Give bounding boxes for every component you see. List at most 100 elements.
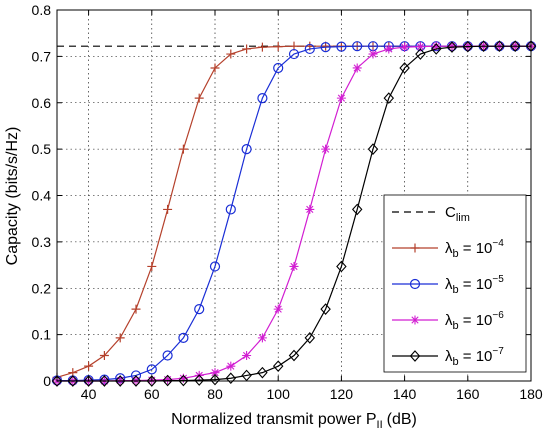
data-point-series-4 bbox=[320, 303, 331, 315]
data-point-series-4 bbox=[304, 332, 316, 344]
data-point-series-4 bbox=[351, 203, 363, 216]
data-point-series-3 bbox=[163, 375, 173, 385]
y-tick-label: 0.6 bbox=[32, 95, 52, 111]
data-point-series-1 bbox=[99, 350, 109, 360]
data-point-series-4 bbox=[178, 374, 189, 387]
legend-label-series-2: λb = 10−5 bbox=[445, 274, 504, 296]
data-point-series-2 bbox=[209, 261, 221, 272]
data-point-series-3 bbox=[305, 204, 315, 214]
legend: Clim λb = 10−4 λb = 10−5 λb = 10−6 λb = … bbox=[383, 194, 527, 373]
y-tick-label: 0.4 bbox=[32, 188, 52, 204]
data-point-series-4 bbox=[446, 41, 458, 53]
x-tick-label: 180 bbox=[519, 386, 543, 402]
data-point-series-4 bbox=[257, 366, 268, 379]
data-point-series-2 bbox=[178, 332, 189, 343]
data-point-series-4 bbox=[99, 375, 110, 387]
data-point-series-1 bbox=[210, 63, 220, 73]
axis-ticks: 40 60 80 100 120 140 160 180 0 0.1 0.2 0.3 0.4 0.5 0.6… bbox=[32, 2, 543, 402]
data-point-series-4 bbox=[288, 349, 300, 362]
y-tick-label: 0.1 bbox=[32, 327, 52, 343]
data-point-series-1 bbox=[84, 361, 94, 371]
data-point-series-4 bbox=[209, 373, 221, 386]
data-point-series-2 bbox=[288, 48, 300, 60]
data-point-series-4 bbox=[146, 375, 158, 387]
data-point-series-4 bbox=[225, 372, 237, 385]
data-point-series-4 bbox=[478, 40, 489, 52]
data-point-series-4 bbox=[430, 43, 442, 55]
x-tick-label: 140 bbox=[393, 386, 417, 402]
data-point-series-2 bbox=[194, 304, 205, 315]
data-point-series-3 bbox=[447, 41, 457, 51]
data-point-series-4 bbox=[241, 369, 252, 382]
data-point-series-3 bbox=[400, 42, 410, 52]
data-point-series-4 bbox=[67, 375, 79, 387]
legend-marker-series-1 bbox=[410, 243, 420, 253]
data-point-series-4 bbox=[114, 375, 126, 387]
data-point-series-3 bbox=[431, 41, 441, 51]
data-point-series-4 bbox=[509, 40, 521, 52]
data-point-series-4 bbox=[193, 374, 205, 386]
data-point-series-1 bbox=[226, 49, 236, 59]
y-tick-label: 0 bbox=[43, 373, 51, 389]
y-tick-label: 0.3 bbox=[32, 234, 52, 250]
data-point-series-4 bbox=[162, 374, 173, 387]
y-tick-label: 0.8 bbox=[32, 2, 52, 18]
data-point-series-4 bbox=[367, 143, 379, 155]
data-point-series-4 bbox=[83, 375, 94, 387]
data-point-series-2 bbox=[273, 62, 284, 74]
data-point-series-2 bbox=[352, 41, 363, 52]
x-tick-label: 160 bbox=[456, 386, 480, 402]
x-tick-label: 40 bbox=[81, 386, 97, 402]
data-point-series-2 bbox=[257, 93, 268, 104]
data-point-series-1 bbox=[194, 93, 204, 103]
y-tick-label: 0.7 bbox=[32, 48, 52, 64]
data-point-series-3 bbox=[257, 333, 267, 343]
data-point-series-4 bbox=[399, 62, 410, 74]
data-point-series-4 bbox=[272, 360, 284, 372]
y-tick-label: 0.5 bbox=[32, 141, 52, 157]
data-point-series-4 bbox=[462, 40, 474, 53]
legend-label-reference: Clim bbox=[445, 204, 470, 224]
data-point-series-3 bbox=[321, 144, 331, 154]
data-point-series-1 bbox=[131, 304, 141, 314]
data-point-series-4 bbox=[336, 260, 347, 273]
data-point-series-1 bbox=[242, 44, 252, 54]
data-point-series-3 bbox=[178, 373, 188, 383]
x-tick-label: 100 bbox=[267, 386, 291, 402]
data-point-series-3 bbox=[415, 42, 425, 52]
data-point-series-4 bbox=[415, 48, 426, 60]
data-point-series-3 bbox=[289, 261, 299, 271]
data-point-series-3 bbox=[226, 361, 236, 371]
data-point-series-4 bbox=[51, 375, 63, 387]
data-point-series-1 bbox=[273, 42, 283, 52]
legend-marker-series-3 bbox=[410, 315, 420, 325]
data-point-series-2 bbox=[320, 41, 331, 53]
data-point-series-3 bbox=[384, 44, 394, 54]
data-point-series-1 bbox=[115, 333, 125, 343]
data-point-series-2 bbox=[241, 144, 252, 155]
data-point-series-4 bbox=[494, 40, 505, 52]
x-tick-label: 60 bbox=[144, 386, 160, 402]
x-tick-label: 120 bbox=[330, 386, 354, 402]
legend-marker-series-4 bbox=[409, 350, 421, 362]
data-point-series-4 bbox=[383, 92, 395, 104]
data-point-series-3 bbox=[352, 63, 362, 73]
data-point-series-3 bbox=[210, 368, 220, 378]
data-point-series-2 bbox=[336, 41, 347, 52]
legend-label-series-4: λb = 10−7 bbox=[445, 346, 504, 368]
legend-label-series-1: λb = 10−4 bbox=[445, 238, 504, 260]
data-point-series-1 bbox=[147, 261, 157, 271]
data-point-series-1 bbox=[178, 144, 188, 154]
data-point-series-1 bbox=[163, 204, 173, 214]
x-tick-label: 80 bbox=[207, 386, 223, 402]
data-point-series-3 bbox=[242, 350, 252, 360]
data-point-series-2 bbox=[304, 43, 315, 55]
legend-label-series-3: λb = 10−6 bbox=[445, 310, 504, 332]
legend-marker-series-2 bbox=[409, 278, 421, 290]
y-tick-label: 0.2 bbox=[32, 280, 52, 296]
x-axis-label: Normalized transmit power PII (dB) bbox=[171, 411, 417, 431]
data-point-series-2 bbox=[225, 204, 236, 215]
data-point-series-3 bbox=[336, 93, 346, 103]
data-point-series-3 bbox=[273, 304, 283, 314]
